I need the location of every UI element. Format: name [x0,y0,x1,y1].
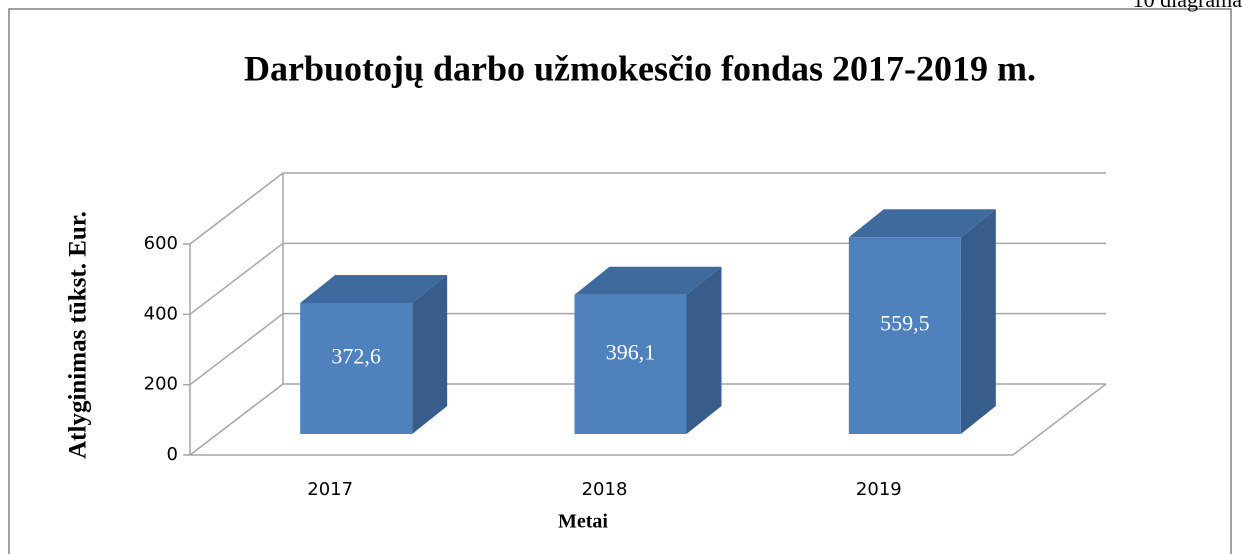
data-label: 396,1 [606,339,656,364]
corner-note: 10 diagrama [1133,0,1242,12]
y-tick-label: 200 [144,374,178,395]
chart-border [8,8,1232,554]
bar [300,302,413,434]
bar-side [686,266,722,434]
bar-top [848,209,996,238]
x-tick-label: 2017 [307,479,353,500]
floor-right [1012,383,1107,456]
x-tick-label: 2019 [856,479,902,500]
grid-line [189,172,284,245]
bar [848,237,961,434]
data-label: 559,5 [880,311,930,336]
x-axis-label: Metai [558,511,608,533]
grid-line [189,313,284,386]
grid-line [189,383,284,456]
x-tick-label: 2018 [582,479,628,500]
y-axis-label: Atlyginimas tūkst. Eur. [65,211,92,459]
bar-top [574,266,722,295]
y-tick-label: 600 [144,233,178,254]
y-tick-label: 0 [167,444,178,465]
chart-title: Darbuotojų darbo užmokesčio fondas 2017-… [244,48,1036,88]
bar-side [412,274,448,434]
bar-side [960,209,996,434]
grid-line [189,242,284,315]
y-tick-label: 400 [144,303,178,324]
bar [574,294,687,434]
bar-top [300,274,448,303]
data-label: 372,6 [331,344,381,369]
